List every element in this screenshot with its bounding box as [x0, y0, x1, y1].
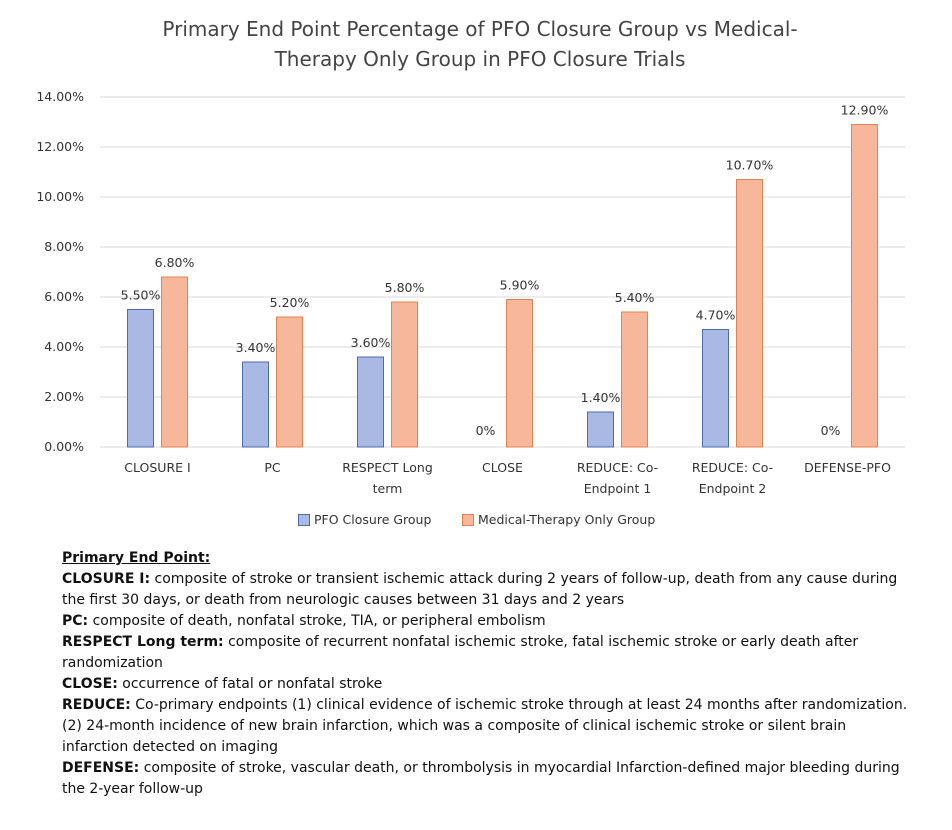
- note-term: REDUCE:: [62, 697, 131, 713]
- data-label: 0%: [821, 423, 841, 438]
- chart: 0.00% 2.00% 4.00% 6.00% 8.00% 10.00% 12.00% 14.…: [36, 89, 905, 454]
- data-label: 10.70%: [726, 158, 774, 173]
- data-label: 6.80%: [155, 255, 195, 270]
- note-text: composite of stroke or transient ischemi…: [62, 571, 898, 608]
- note-text: occurrence of fatal or nonfatal stroke: [122, 676, 383, 692]
- bar: [357, 356, 384, 448]
- note: PC: composite of death, nonfatal stroke,…: [62, 611, 912, 632]
- data-label: 3.40%: [236, 340, 276, 355]
- note: DEFENSE: composite of stroke, vascular d…: [62, 758, 912, 800]
- data-label: 4.70%: [696, 308, 736, 323]
- legend-swatch: [462, 513, 474, 526]
- x-tick-label: CLOSURE I: [124, 460, 191, 475]
- y-tick-label: 12.00%: [36, 139, 84, 154]
- y-tick-label: 6.00%: [44, 289, 84, 304]
- note: CLOSE: occurrence of fatal or nonfatal s…: [62, 674, 912, 695]
- bar: [621, 311, 648, 448]
- x-tick-label: RESPECT Long term: [342, 460, 433, 496]
- legend-swatch: [298, 513, 310, 526]
- bar: [161, 276, 188, 448]
- legend-entry: PFO Closure Group: [298, 512, 431, 527]
- data-label: 5.40%: [615, 290, 655, 305]
- bar: [587, 411, 614, 448]
- y-tick-label: 4.00%: [44, 339, 84, 354]
- note-text: composite of stroke, vascular death, or …: [62, 760, 900, 797]
- notes-heading: Primary End Point:: [62, 550, 211, 566]
- note-term: RESPECT Long term:: [62, 634, 224, 650]
- legend-label: PFO Closure Group: [314, 512, 432, 527]
- y-tick-label: 10.00%: [36, 189, 84, 204]
- data-label: 5.20%: [270, 295, 310, 310]
- y-tick-label: 8.00%: [44, 239, 84, 254]
- y-tick-label: 2.00%: [44, 389, 84, 404]
- x-tick-label: REDUCE: Co-Endpoint 2: [691, 460, 774, 496]
- x-tick-label: CLOSE: [482, 460, 523, 475]
- bar: [242, 361, 269, 448]
- notes: Primary End Point: CLOSURE I: composite o…: [62, 548, 912, 800]
- legend-label: Medical-Therapy Only Group: [478, 512, 656, 527]
- chart-title: Primary End Point Percentage of PFO Clos…: [162, 17, 798, 71]
- bar: [391, 301, 418, 448]
- bar: [276, 316, 303, 448]
- x-tick-label: DEFENSE-PFO: [804, 460, 891, 475]
- y-tick-label: 0.00%: [44, 439, 84, 454]
- x-tick-label: PC: [264, 460, 281, 475]
- note: RESPECT Long term: composite of recurren…: [62, 632, 912, 674]
- x-tick-label: REDUCE: Co-Endpoint 1: [576, 460, 659, 496]
- note-text: composite of recurrent nonfatal ischemic…: [62, 634, 859, 671]
- note-term: CLOSE:: [62, 676, 118, 692]
- legend-entry: Medical-Therapy Only Group: [462, 512, 655, 527]
- bar: [851, 124, 878, 448]
- note-term: PC:: [62, 613, 89, 629]
- bar: [736, 179, 763, 448]
- data-label: 12.90%: [841, 103, 889, 118]
- data-label: 5.50%: [121, 288, 161, 303]
- data-label: 5.90%: [500, 278, 540, 293]
- data-label: 3.60%: [351, 335, 391, 350]
- data-label: 5.80%: [385, 280, 425, 295]
- y-tick-label: 14.00%: [36, 89, 84, 104]
- bar: [506, 299, 533, 448]
- note-term: DEFENSE:: [62, 760, 140, 776]
- note: REDUCE: Co-primary endpoints (1) clinica…: [62, 695, 912, 758]
- bar: [127, 309, 154, 448]
- note-text: Co-primary endpoints (1) clinical eviden…: [62, 697, 908, 755]
- data-label: 1.40%: [581, 390, 621, 405]
- data-label: 0%: [476, 423, 496, 438]
- note: CLOSURE I: composite of stroke or transi…: [62, 569, 912, 611]
- bar: [702, 329, 729, 448]
- note-text: composite of death, nonfatal stroke, TIA…: [92, 613, 546, 629]
- note-term: CLOSURE I:: [62, 571, 151, 587]
